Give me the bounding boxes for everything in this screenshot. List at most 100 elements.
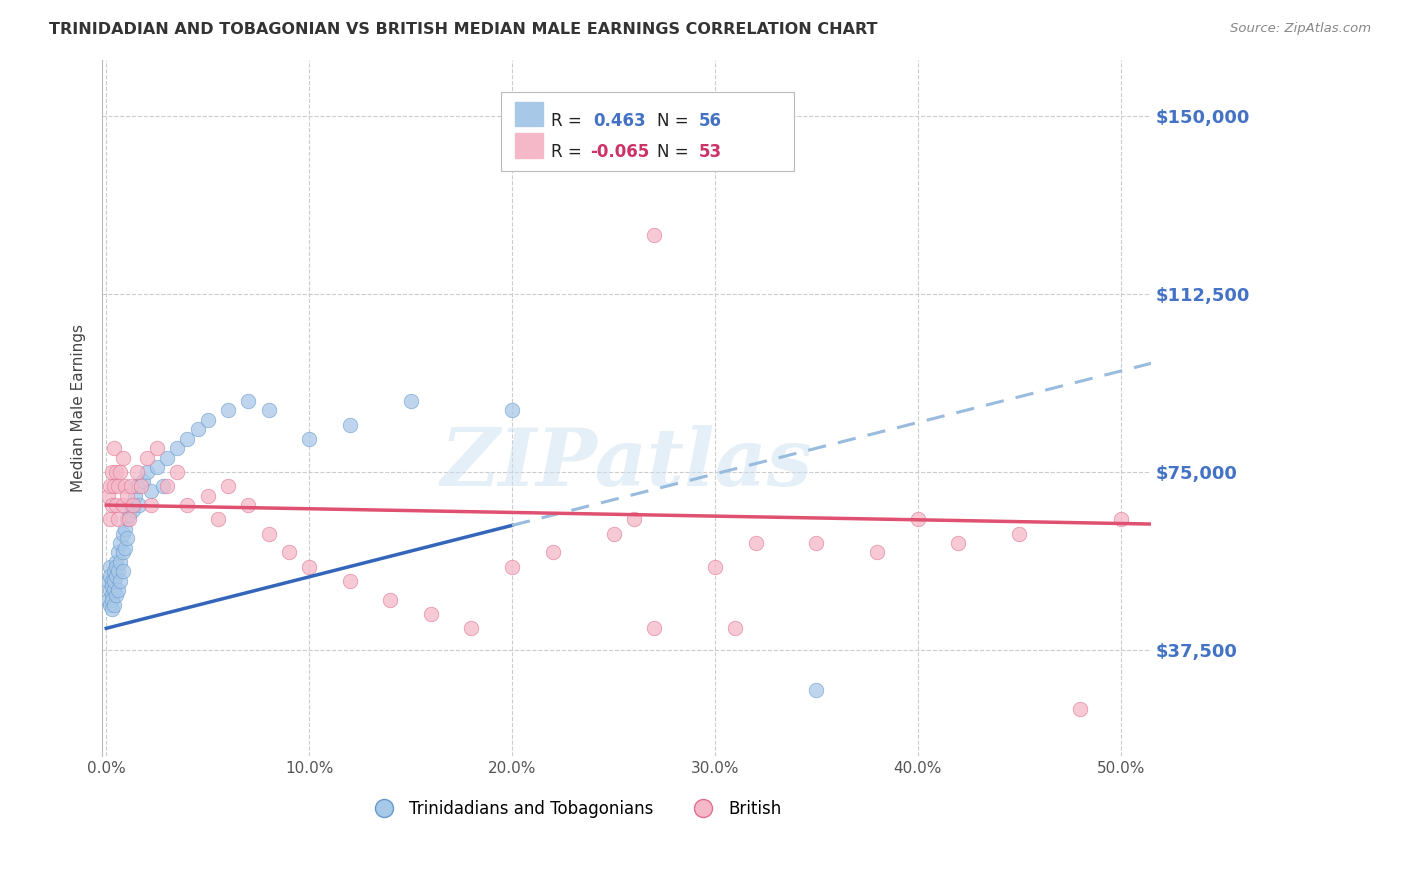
Point — [114, 522, 136, 536]
Point — [724, 621, 747, 635]
Point — [120, 479, 142, 493]
Text: 53: 53 — [699, 143, 721, 161]
Y-axis label: Median Male Earnings: Median Male Earnings — [72, 324, 86, 491]
Text: TRINIDADIAN AND TOBAGONIAN VS BRITISH MEDIAN MALE EARNINGS CORRELATION CHART: TRINIDADIAN AND TOBAGONIAN VS BRITISH ME… — [49, 22, 877, 37]
Point — [107, 512, 129, 526]
Point — [139, 483, 162, 498]
Point — [114, 479, 136, 493]
Point — [101, 574, 124, 588]
Point — [111, 526, 134, 541]
Point — [152, 479, 174, 493]
Point — [128, 498, 150, 512]
Point — [399, 393, 422, 408]
Text: Source: ZipAtlas.com: Source: ZipAtlas.com — [1230, 22, 1371, 36]
Point — [103, 583, 125, 598]
Point — [643, 621, 665, 635]
Point — [166, 465, 188, 479]
Point — [501, 559, 523, 574]
Point — [866, 545, 889, 559]
Point — [101, 465, 124, 479]
Point — [124, 489, 146, 503]
Point — [257, 526, 280, 541]
Text: -0.065: -0.065 — [591, 143, 650, 161]
Point — [298, 432, 321, 446]
Text: R =: R = — [551, 112, 582, 129]
Point — [806, 682, 828, 697]
Point — [110, 574, 132, 588]
Point — [110, 536, 132, 550]
Point — [238, 498, 260, 512]
Point — [105, 569, 128, 583]
Point — [110, 555, 132, 569]
Point — [98, 479, 121, 493]
Point — [105, 559, 128, 574]
Point — [98, 569, 121, 583]
Point — [166, 441, 188, 455]
Point — [135, 465, 157, 479]
Point — [197, 489, 219, 503]
Point — [541, 545, 564, 559]
Point — [948, 536, 970, 550]
Point — [121, 503, 143, 517]
Point — [105, 588, 128, 602]
Point — [146, 460, 169, 475]
Point — [744, 536, 766, 550]
Point — [107, 565, 129, 579]
Point — [197, 413, 219, 427]
Point — [98, 559, 121, 574]
Point — [125, 465, 148, 479]
Point — [103, 565, 125, 579]
Point — [419, 607, 441, 621]
Point — [339, 574, 361, 588]
Point — [623, 512, 645, 526]
Point — [115, 531, 138, 545]
Point — [643, 227, 665, 242]
Point — [146, 441, 169, 455]
Point — [97, 574, 120, 588]
Point — [115, 489, 138, 503]
Point — [121, 498, 143, 512]
Point — [97, 489, 120, 503]
Point — [120, 498, 142, 512]
Point — [105, 465, 128, 479]
Point — [1008, 526, 1031, 541]
Point — [97, 592, 120, 607]
Point — [105, 498, 128, 512]
Text: 0.463: 0.463 — [593, 112, 645, 129]
Point — [176, 498, 198, 512]
Point — [129, 479, 152, 493]
Point — [139, 498, 162, 512]
Legend: Trinidadians and Tobagonians, British: Trinidadians and Tobagonians, British — [360, 793, 787, 824]
Text: N =: N = — [657, 143, 688, 161]
Point — [105, 555, 128, 569]
Point — [156, 479, 179, 493]
Point — [101, 588, 124, 602]
Point — [107, 583, 129, 598]
Point — [111, 565, 134, 579]
Point — [114, 541, 136, 555]
Point — [98, 512, 121, 526]
Point — [238, 393, 260, 408]
Point — [103, 574, 125, 588]
Point — [107, 479, 129, 493]
Point — [98, 598, 121, 612]
Point — [176, 432, 198, 446]
Point — [98, 583, 121, 598]
Point — [110, 465, 132, 479]
Point — [103, 598, 125, 612]
Point — [111, 545, 134, 559]
Text: N =: N = — [657, 112, 688, 129]
Point — [1069, 702, 1091, 716]
Point — [117, 508, 139, 522]
Point — [187, 422, 209, 436]
Point — [1109, 512, 1132, 526]
Point — [339, 417, 361, 432]
Point — [806, 536, 828, 550]
Point — [501, 403, 523, 417]
Point — [298, 559, 321, 574]
Point — [101, 498, 124, 512]
Point — [103, 441, 125, 455]
Point — [115, 512, 138, 526]
Point — [107, 545, 129, 559]
Point — [907, 512, 929, 526]
